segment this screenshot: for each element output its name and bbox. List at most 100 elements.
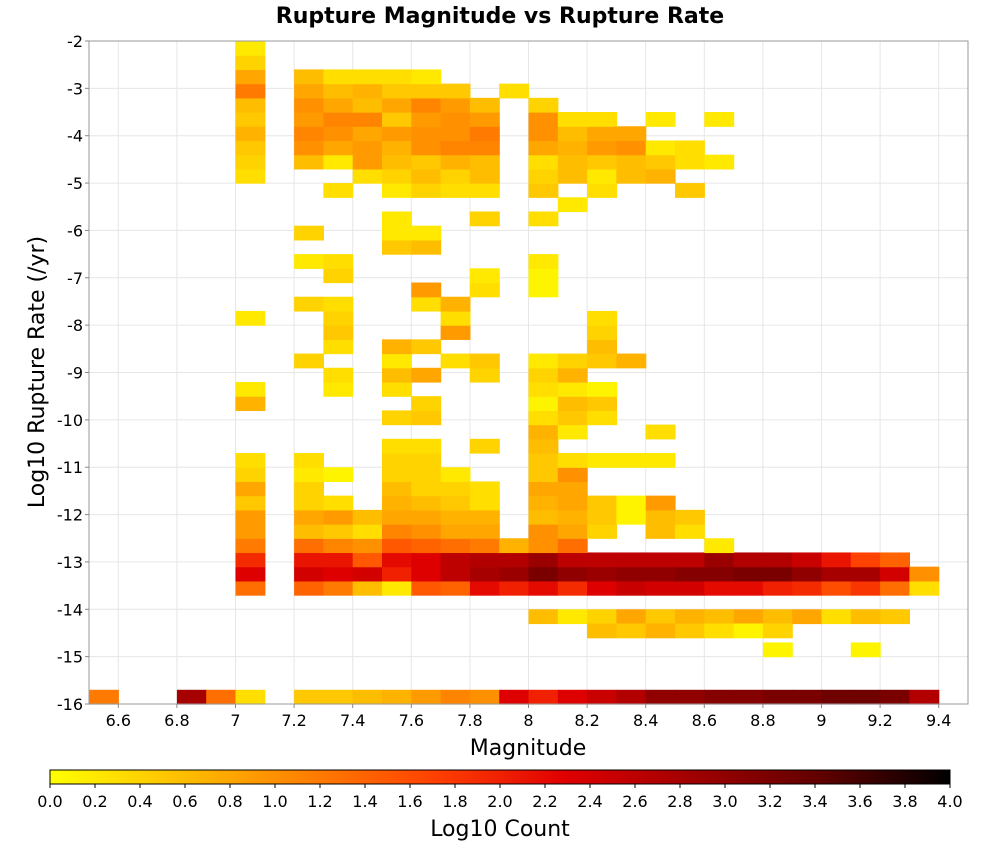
heatmap-cell [469,367,500,383]
heatmap-cell [528,112,559,127]
heatmap-cell [440,353,471,369]
colorbar-tick-label: 3.4 [802,792,827,811]
heatmap-cell [382,140,412,156]
heatmap-cell [352,168,383,184]
heatmap-cell [323,183,354,198]
heatmap-cell [557,481,588,497]
heatmap-cell [352,509,383,525]
heatmap-cell [235,524,266,539]
heatmap-cell [440,467,471,483]
heatmap-cell [411,580,442,596]
heatmap-cell [411,296,442,312]
heatmap-cell [294,689,324,705]
heatmap-cells [89,41,940,705]
colorbar-tick-label: 0.8 [217,792,242,811]
heatmap-cell [645,154,676,170]
heatmap-cell [587,126,617,142]
heatmap-cell [411,69,442,85]
heatmap-cell [294,97,324,113]
heatmap-cell [645,623,676,639]
heatmap-cell [294,481,324,497]
heatmap-cell [587,552,617,568]
heatmap-cell [880,566,910,582]
heatmap-cell [733,580,764,596]
heatmap-cell [909,580,940,596]
y-tick-label: -14 [57,600,83,619]
heatmap-cell [469,211,500,227]
y-tick-label: -8 [67,316,83,335]
heatmap-cell [675,154,705,170]
colorbar-tick-label: 0.2 [82,792,107,811]
heatmap-cell [440,183,471,198]
heatmap-cell [352,154,383,170]
heatmap-cell [352,538,383,554]
x-tick-label: 9.4 [926,711,951,730]
heatmap-cell [587,524,617,539]
heatmap-cell [587,396,617,411]
heatmap-cell [323,69,354,85]
heatmap-cell [616,509,647,525]
heatmap-cell [352,112,383,127]
heatmap-cell [323,339,354,355]
heatmap-cell [587,623,617,639]
y-tick-label: -12 [57,506,83,525]
heatmap-cell [675,183,705,198]
heatmap-cell [235,168,266,184]
colorbar-tick-label: 3.2 [757,792,782,811]
heatmap-cell [294,296,324,312]
heatmap-cell [323,367,354,383]
heatmap-cell [323,325,354,340]
heatmap-cell [411,552,442,568]
heatmap-cell [762,566,793,582]
heatmap-cell [704,538,735,554]
heatmap-cell [235,55,266,71]
heatmap-cell [528,168,559,184]
heatmap-cell [587,689,617,705]
heatmap-cell [528,367,559,383]
x-tick-label: 8.4 [633,711,658,730]
heatmap-cell [675,689,705,705]
heatmap-cell [352,126,383,142]
heatmap-cell [235,689,266,705]
y-tick-label: -11 [57,458,83,477]
heatmap-cell [382,239,412,255]
heatmap-cell [294,254,324,269]
y-tick-label: -2 [67,32,83,51]
heatmap-cell [587,609,617,625]
heatmap-cell [587,140,617,156]
heatmap-cell [528,410,559,426]
heatmap-cell [352,689,383,705]
heatmap-cell [176,689,207,705]
heatmap-cell [587,325,617,340]
heatmap-cell [382,183,412,198]
heatmap-cell [587,168,617,184]
heatmap-cell [294,69,324,85]
heatmap-cell [352,140,383,156]
heatmap-cell [704,609,735,625]
heatmap-cell [440,566,471,582]
heatmap-cell [557,580,588,596]
heatmap-cell [469,168,500,184]
heatmap-cell [411,410,442,426]
heatmap-cell [323,538,354,554]
heatmap-cell [382,69,412,85]
heatmap-cell [411,524,442,539]
heatmap-cell [235,481,266,497]
y-tick-label: -7 [67,269,83,288]
heatmap-cell [675,623,705,639]
heatmap-cell [587,580,617,596]
heatmap-cell [587,410,617,426]
heatmap-cell [294,580,324,596]
heatmap-cell [235,381,266,397]
heatmap-cell [382,225,412,241]
heatmap-cell [235,495,266,511]
heatmap-cell [675,140,705,156]
x-tick-label: 6.8 [164,711,189,730]
heatmap-cell [352,580,383,596]
heatmap-cell [850,642,881,658]
heatmap-cell [469,566,500,582]
heatmap-cell [411,396,442,411]
x-tick-label: 7.8 [457,711,482,730]
colorbar-label: Log10 Count [430,817,570,842]
heatmap-cell [411,168,442,184]
